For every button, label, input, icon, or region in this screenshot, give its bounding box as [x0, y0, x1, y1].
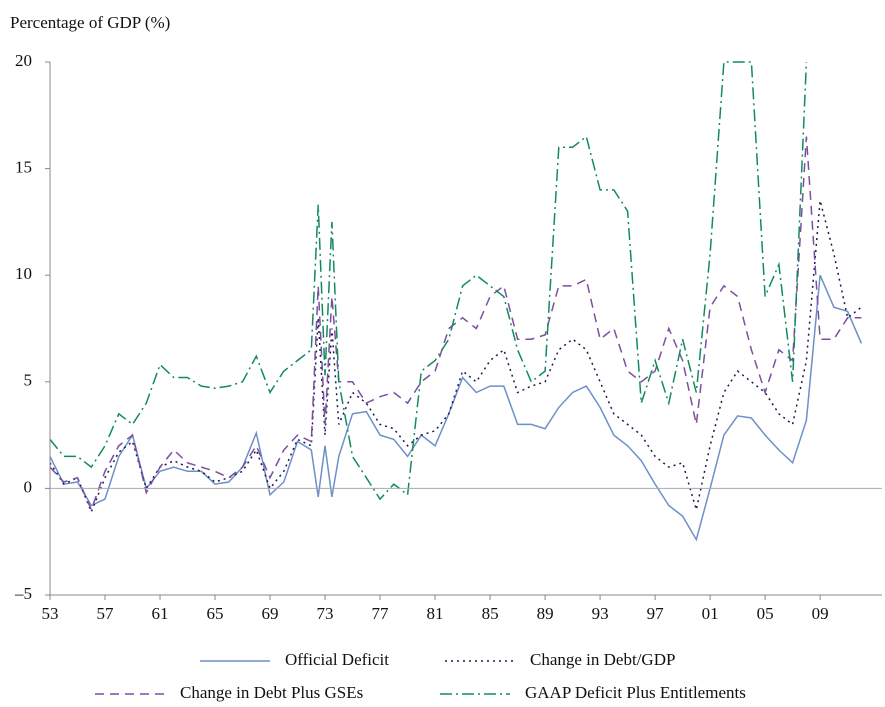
y-tick-label: 0 — [24, 477, 33, 496]
x-tick-label: 81 — [427, 604, 444, 623]
x-tick-label: 93 — [592, 604, 609, 623]
legend-label: Change in Debt Plus GSEs — [180, 683, 363, 702]
series-line — [50, 61, 808, 501]
y-tick-label: 5 — [24, 371, 33, 390]
x-tick-label: 09 — [812, 604, 829, 623]
legend-label: Change in Debt/GDP — [530, 650, 675, 669]
x-tick-label: 65 — [207, 604, 224, 623]
x-tick-label: 89 — [537, 604, 554, 623]
y-tick-label: 20 — [15, 51, 32, 70]
x-tick-label: 69 — [262, 604, 279, 623]
series-line — [50, 274, 863, 542]
x-tick-label: 73 — [317, 604, 334, 623]
plot-area — [50, 61, 863, 542]
x-tick-label: 97 — [647, 604, 665, 623]
series-line — [50, 136, 862, 512]
x-tick-label: 01 — [702, 604, 719, 623]
series-line — [50, 200, 862, 514]
x-tick-label: 57 — [97, 604, 115, 623]
y-tick-label: 10 — [15, 264, 32, 283]
y-tick-label: 15 — [15, 158, 32, 177]
y-axis-label: Percentage of GDP (%) — [10, 13, 170, 32]
x-tick-label: 05 — [757, 604, 774, 623]
legend-label: GAAP Deficit Plus Entitlements — [525, 683, 746, 702]
x-tick-label: 61 — [152, 604, 169, 623]
x-tick-label: 77 — [372, 604, 390, 623]
x-tick-label: 53 — [42, 604, 59, 623]
legend-label: Official Deficit — [285, 650, 389, 669]
x-tick-label: 85 — [482, 604, 499, 623]
y-tick-label: –5 — [14, 584, 32, 603]
